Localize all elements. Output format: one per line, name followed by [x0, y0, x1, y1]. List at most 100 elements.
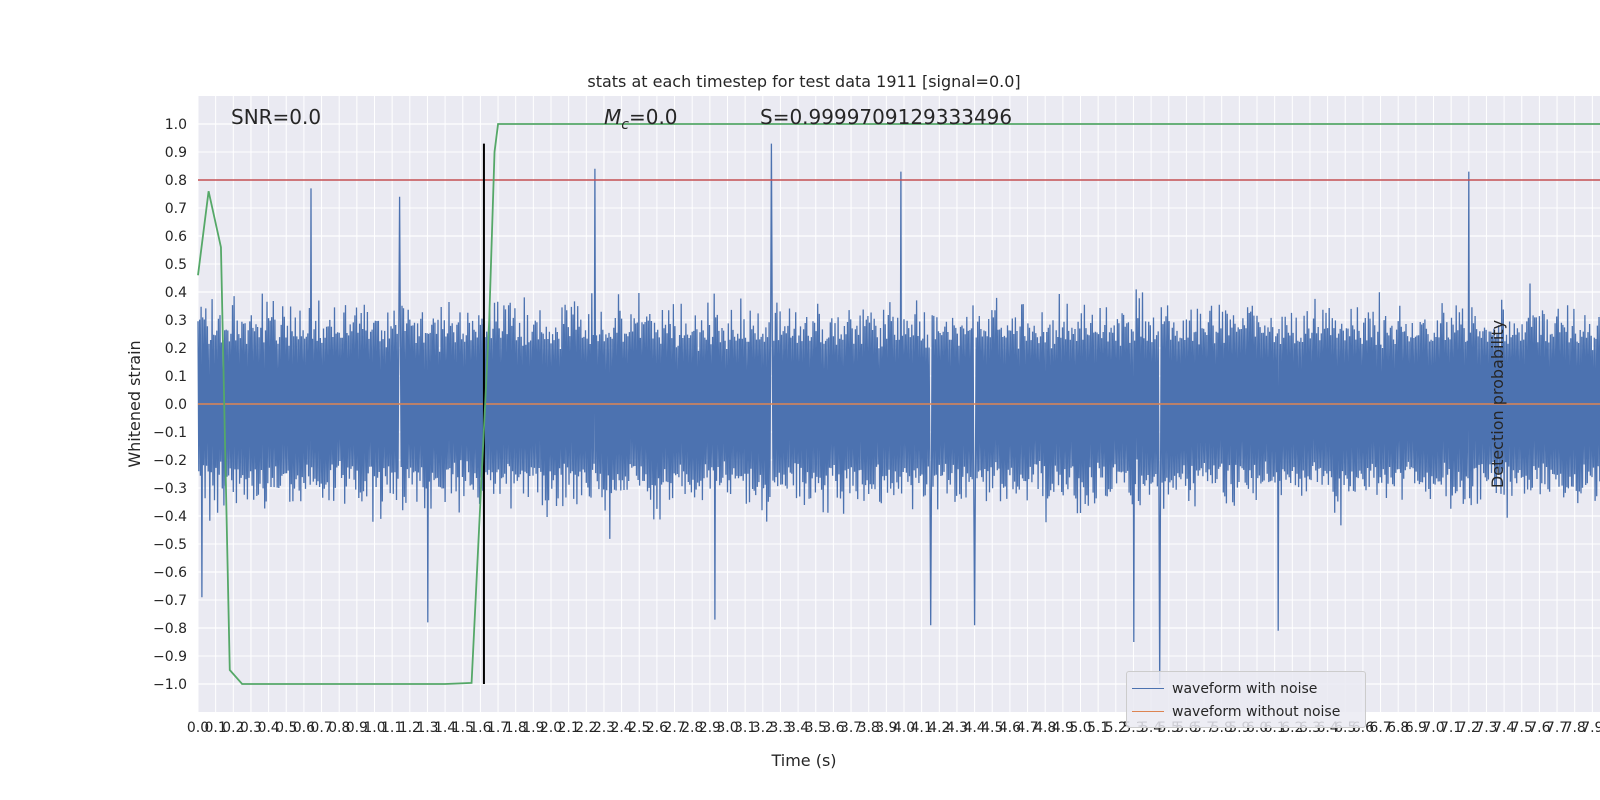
score-annotation: S=0.9999709129333496	[760, 105, 1012, 129]
overlay-lines	[197, 123, 1600, 685]
noise-waveform-line	[197, 143, 1600, 685]
x-tick-label: 3.6	[822, 720, 844, 736]
x-tick-label: 2.7	[663, 720, 685, 736]
x-tick-label: 1.8	[505, 720, 527, 736]
x-tick-label: 3.9	[875, 720, 897, 736]
x-tick-label: 0.7	[310, 720, 332, 736]
x-tick-label: 2.4	[610, 720, 632, 736]
y-tick-label: −0.8	[153, 621, 187, 637]
x-tick-label: 0.6	[293, 720, 315, 736]
x-tick-label: 4.5	[981, 720, 1003, 736]
x-tick-label: 0.5	[275, 720, 297, 736]
y-tick-label: 0.3	[165, 313, 187, 329]
x-tick-label: 5.1	[1087, 720, 1109, 736]
x-tick-label: 0.3	[240, 720, 262, 736]
legend-item-without-noise: waveform without noise	[1127, 700, 1365, 723]
x-tick-label: 4.0	[893, 720, 915, 736]
y-tick-label: 0.6	[165, 229, 187, 245]
x-tick-label: 1.2	[399, 720, 421, 736]
snr-annotation: SNR=0.0	[231, 105, 321, 129]
x-tick-label: 1.1	[381, 720, 403, 736]
legend: waveform with noise waveform without noi…	[1126, 671, 1366, 728]
x-tick-label: 7.5	[1511, 720, 1533, 736]
x-tick-label: 4.1	[911, 720, 933, 736]
legend-item-with-noise: waveform with noise	[1127, 677, 1365, 700]
x-axis-label: Time (s)	[770, 751, 836, 770]
x-tick-label: 0.0	[187, 720, 209, 736]
x-tick-label: 3.8	[858, 720, 880, 736]
x-tick-label: 5.0	[1069, 720, 1091, 736]
y-tick-label: −0.1	[153, 425, 187, 441]
chart-title: stats at each timestep for test data 191…	[587, 72, 1020, 91]
x-tick-label: 1.4	[434, 720, 456, 736]
y-tick-label: 1.0	[165, 117, 187, 133]
x-tick-label: 4.7	[1016, 720, 1038, 736]
y-tick-label: −0.2	[153, 453, 187, 469]
y-tick-label: −0.7	[153, 593, 187, 609]
x-tick-label: 6.9	[1405, 720, 1427, 736]
x-tick-label: 3.5	[805, 720, 827, 736]
x-tick-label: 7.7	[1546, 720, 1568, 736]
x-tick-label: 2.9	[699, 720, 721, 736]
x-tick-label: 2.5	[628, 720, 650, 736]
x-tick-label: 1.3	[416, 720, 438, 736]
x-tick-label: 1.5	[452, 720, 474, 736]
x-tick-label: 4.4	[963, 720, 985, 736]
x-tick-label: 2.1	[558, 720, 580, 736]
x-tick-label: 1.7	[487, 720, 509, 736]
y-tick-label: −0.6	[153, 565, 187, 581]
legend-swatch-blue	[1132, 688, 1164, 689]
x-tick-label: 4.2	[928, 720, 950, 736]
y-tick-label: −0.9	[153, 649, 187, 665]
x-tick-label: 4.3	[946, 720, 968, 736]
x-tick-label: 0.9	[346, 720, 368, 736]
y-tick-label: 0.2	[165, 341, 187, 357]
x-tick-label: 2.8	[681, 720, 703, 736]
y-tick-label: 0.7	[165, 201, 187, 217]
legend-label-with-noise: waveform with noise	[1172, 680, 1318, 697]
x-tick-label: 0.1	[205, 720, 227, 736]
y-axis-label: Whitened strain	[125, 340, 144, 467]
x-tick-label: 0.4	[257, 720, 279, 736]
x-tick-label: 7.0	[1422, 720, 1444, 736]
x-tick-label: 6.8	[1387, 720, 1409, 736]
x-tick-label: 7.8	[1564, 720, 1586, 736]
x-tick-label: 2.0	[540, 720, 562, 736]
x-tick-label: 3.1	[734, 720, 756, 736]
x-tick-label: 2.2	[575, 720, 597, 736]
x-tick-label: 3.4	[787, 720, 809, 736]
y-tick-label: 0.5	[165, 257, 187, 273]
x-tick-label: 1.0	[363, 720, 385, 736]
x-tick-label: 0.8	[328, 720, 350, 736]
y-tick-label: 0.9	[165, 145, 187, 161]
legend-label-without-noise: waveform without noise	[1172, 703, 1341, 720]
x-tick-label: 4.8	[1034, 720, 1056, 736]
y-tick-label: −0.5	[153, 537, 187, 553]
x-tick-label: 6.7	[1369, 720, 1391, 736]
y-tick-label: 0.4	[165, 285, 187, 301]
y-tick-label: −1.0	[153, 677, 187, 693]
y-tick-label: 0.8	[165, 173, 187, 189]
y-tick-label: −0.4	[153, 509, 187, 525]
x-axis-ticks: 0.00.10.20.30.40.50.60.70.80.91.01.11.21…	[187, 720, 1600, 736]
y2-axis-label: Detection probability	[1488, 320, 1507, 488]
x-tick-label: 7.3	[1475, 720, 1497, 736]
x-tick-label: 7.2	[1458, 720, 1480, 736]
x-tick-label: 4.6	[999, 720, 1021, 736]
x-tick-label: 3.3	[769, 720, 791, 736]
x-tick-label: 2.3	[593, 720, 615, 736]
x-tick-label: 2.6	[646, 720, 668, 736]
y-tick-label: 0.1	[165, 369, 187, 385]
y-axis-ticks: 1.0 0.9 0.8 0.7 0.6 0.5 0.4 0.3 0.2 0.1 0.0 −0.1 −0.…	[153, 117, 187, 693]
detection-probability-line	[197, 123, 1600, 685]
x-tick-label: 1.9	[522, 720, 544, 736]
x-tick-label: 3.7	[840, 720, 862, 736]
x-tick-label: 3.2	[752, 720, 774, 736]
chirp-mass-annotation: Mc=0.0	[604, 105, 678, 133]
x-tick-label: 3.0	[716, 720, 738, 736]
y-tick-label: 0.0	[165, 397, 187, 413]
x-tick-label: 7.4	[1493, 720, 1515, 736]
y-tick-label: −0.3	[153, 481, 187, 497]
series-waveform-with-noise	[197, 143, 1600, 685]
